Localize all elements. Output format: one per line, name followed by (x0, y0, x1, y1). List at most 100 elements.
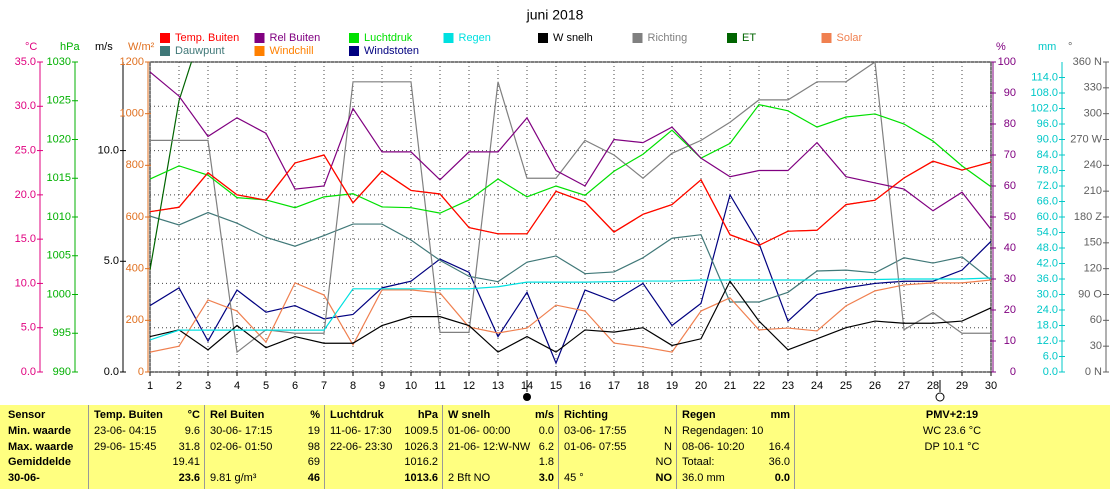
x-tick-label: 1 (147, 380, 153, 392)
x-tick-label: 14 (521, 380, 533, 392)
y-tick-label: 102.0 (1030, 102, 1058, 114)
x-tick-label: 10 (405, 380, 417, 392)
table-cell: 36.0 (768, 456, 790, 468)
x-tick-label: 24 (811, 380, 823, 392)
y-tick-label: 18.0 (1037, 319, 1058, 331)
legend-label: Dauwpunt (175, 45, 225, 57)
chart-title: juni 2018 (526, 7, 584, 23)
x-tick-label: 15 (550, 380, 562, 392)
x-tick-label: 19 (666, 380, 678, 392)
moon-full (935, 392, 945, 402)
table-cell: 23-06- 04:15 (94, 425, 157, 437)
axis-title: ° (1068, 41, 1072, 53)
y-tick-label: 30 (1004, 273, 1016, 285)
table-cell: NO (655, 456, 673, 468)
header-title: Regen (682, 409, 716, 421)
y-tick-label: 800 (126, 159, 144, 171)
y-tick-label: 30.0 (15, 100, 36, 112)
table-cell: 01-06- 07:55 (564, 440, 627, 453)
y-tick-label: 60 (1004, 180, 1016, 192)
y-tick-label: 990 (53, 366, 71, 378)
table-cell: 98 (307, 440, 320, 453)
axis-title: W/m² (128, 41, 155, 53)
y-tick-label: 6.0 (1043, 350, 1058, 362)
table-cell: WC 23.6 °C (922, 425, 982, 437)
x-tick-label: 11 (434, 380, 445, 392)
y-tick-label: 80 (1004, 118, 1016, 130)
y-tick-label: 5.0 (104, 255, 119, 267)
legend-swatch (443, 33, 454, 43)
y-tick-label: 54.0 (1037, 226, 1058, 238)
series-line (150, 193, 991, 365)
y-tick-label: 0.0 (1043, 366, 1058, 378)
legend-label: Temp. Buiten (175, 32, 239, 44)
y-tick-label: 84.0 (1037, 149, 1058, 161)
y-tick-label: 100 (998, 56, 1016, 68)
y-tick-label: 30 (1090, 340, 1102, 352)
series-line (150, 62, 991, 354)
legend-label: Richting (648, 32, 688, 44)
table-cell: 19 (307, 425, 320, 437)
y-tick-label: 114.0 (1031, 71, 1058, 83)
y-tick-label: 15.0 (15, 233, 36, 245)
y-tick-label: 1010 (47, 211, 71, 223)
x-tick-label: 30 (985, 380, 997, 392)
y-tick-label: 240 (1084, 159, 1102, 171)
x-tick-label: 20 (695, 380, 707, 392)
series-line (150, 71, 991, 230)
y-tick-label: 400 (126, 263, 144, 275)
x-tick-label: 7 (321, 380, 327, 392)
y-tick-label: 1000 (120, 108, 144, 120)
header-title: Temp. Buiten (94, 409, 163, 421)
table-cell: 0.0 (774, 471, 790, 484)
table-cell: N (664, 440, 672, 453)
legend-swatch (821, 33, 832, 43)
legend-swatch (254, 46, 265, 56)
x-tick-label: 17 (608, 380, 620, 392)
column-separator (676, 405, 677, 489)
x-tick-label: 27 (898, 380, 910, 392)
legend-swatch (349, 33, 359, 43)
header-unit: % (310, 409, 320, 421)
table-cell: 46 (307, 471, 320, 484)
y-tick-label: 70 (1004, 149, 1016, 161)
y-tick-label: 995 (53, 327, 71, 339)
table-cell: 03-06- 17:55 (564, 425, 627, 437)
y-tick-label: 66.0 (1037, 195, 1058, 207)
table-cell: 45 ° (564, 471, 584, 484)
legend-swatch (632, 33, 643, 43)
y-tick-label: 60 (1090, 314, 1102, 326)
x-tick-label: 29 (956, 380, 968, 392)
table-cell: 3.0 (538, 471, 554, 484)
column-separator (324, 405, 325, 489)
header-title: PMV+2:19 (925, 409, 979, 421)
y-tick-label: 90 (1004, 87, 1016, 99)
table-cell: 1013.6 (404, 471, 438, 484)
y-tick-label: 42.0 (1037, 257, 1058, 269)
column-separator (558, 405, 559, 489)
x-tick-label: 9 (379, 380, 385, 392)
axis-title: mm (1038, 41, 1056, 53)
y-tick-label: 30.0 (1037, 288, 1058, 300)
y-tick-label: 10.0 (98, 144, 119, 156)
y-tick-label: 300 (1084, 108, 1102, 120)
y-tick-label: 20.0 (15, 189, 36, 201)
table-cell: 31.8 (178, 440, 200, 453)
x-tick-label: 12 (463, 380, 475, 392)
plot-lines (150, 62, 991, 365)
y-tick-label: 48.0 (1037, 242, 1058, 254)
table-cell: N (664, 425, 672, 437)
table-cell: Regendagen: 10 (682, 425, 764, 437)
table-cell: Gemiddelde (8, 456, 71, 468)
table-cell: 19.41 (172, 456, 200, 468)
x-tick-label: 13 (492, 380, 504, 392)
legend-swatch (160, 33, 170, 43)
legend-swatch (254, 33, 265, 43)
y-tick-label: 10 (1004, 335, 1016, 347)
y-tick-label: 60.0 (1037, 211, 1058, 223)
legend-label: W snelh (553, 32, 593, 44)
y-tick-label: 1015 (47, 172, 71, 184)
legend-swatch (538, 33, 548, 43)
axis-title: m/s (95, 41, 113, 53)
